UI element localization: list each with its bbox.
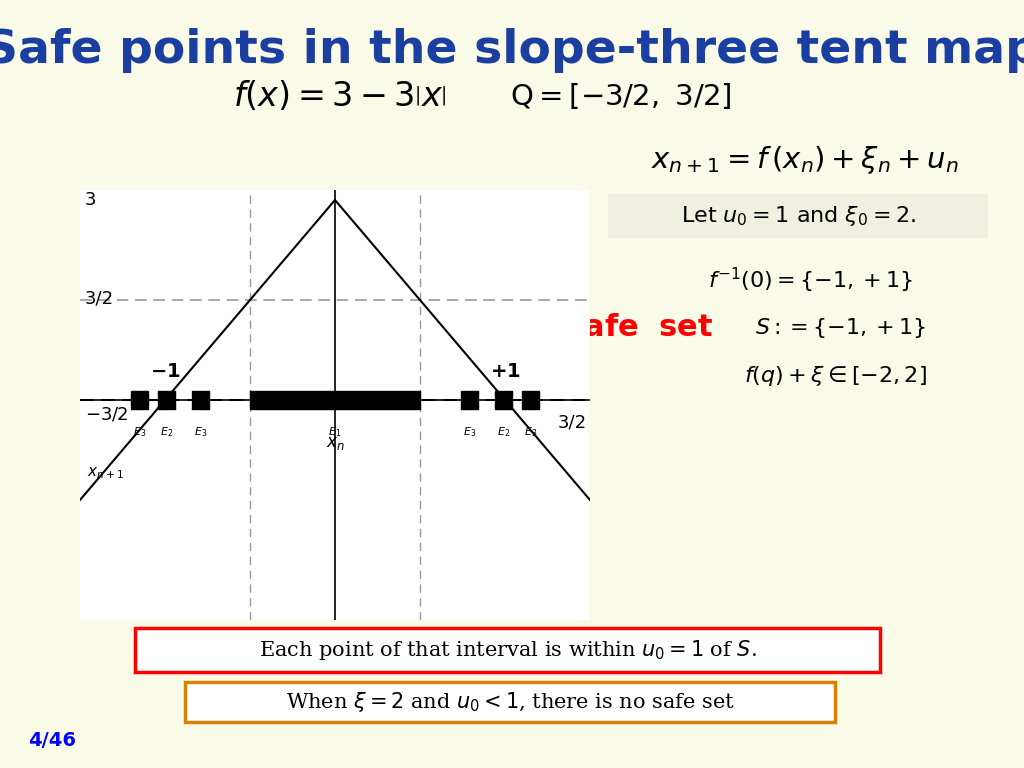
Text: Each point of that interval is within $u_0 = 1$ of $S$.: Each point of that interval is within $u…	[258, 638, 757, 662]
Text: $\mathbf{-1}$: $\mathbf{-1}$	[150, 362, 180, 382]
Text: $f^{-1}(0) = \{-1,+1\}$: $f^{-1}(0) = \{-1,+1\}$	[708, 266, 912, 295]
Text: $x_{n+1}=f\,(x_n)+\xi_n+u_n$: $x_{n+1}=f\,(x_n)+\xi_n+u_n$	[651, 144, 958, 176]
Bar	[185, 682, 835, 722]
Bar	[135, 628, 880, 672]
Text: $E_3$: $E_3$	[133, 425, 146, 439]
Text: 3/2: 3/2	[557, 413, 587, 432]
Text: $f(q) + \xi \in [-2,2]$: $f(q) + \xi \in [-2,2]$	[743, 364, 927, 388]
Text: $x_{n+1}$: $x_{n+1}$	[87, 465, 124, 482]
Text: $E_2$: $E_2$	[160, 425, 173, 439]
Text: $E_3$: $E_3$	[463, 425, 476, 439]
Text: $\mathbf{Safe\ \ set}$: $\mathbf{Safe\ \ set}$	[562, 313, 714, 343]
Text: 3: 3	[85, 191, 96, 209]
Text: $E_3$: $E_3$	[195, 425, 207, 439]
Text: When $\xi = 2$ and $u_0 < 1$, there is no safe set: When $\xi = 2$ and $u_0 < 1$, there is n…	[286, 690, 734, 714]
Text: 4/46: 4/46	[28, 731, 76, 750]
Text: Let $u_0 = 1$ and $\xi_0 = 2.$: Let $u_0 = 1$ and $\xi_0 = 2.$	[681, 204, 915, 228]
Text: Safe points in the slope-three tent map: Safe points in the slope-three tent map	[0, 28, 1024, 73]
Text: $f(x)=3-3\left|x\right|$: $f(x)=3-3\left|x\right|$	[233, 79, 446, 113]
Text: $-3/2$: $-3/2$	[85, 406, 129, 423]
Text: 3/2: 3/2	[85, 290, 115, 308]
Text: $x_n$: $x_n$	[326, 435, 344, 452]
Text: $\mathbf{+1}$: $\mathbf{+1}$	[489, 362, 520, 382]
Text: $S := \{-1,+1\}$: $S := \{-1,+1\}$	[755, 316, 926, 340]
Text: $\mathrm{Q}{=}[-3/2,\ 3/2]$: $\mathrm{Q}{=}[-3/2,\ 3/2]$	[510, 81, 731, 111]
FancyBboxPatch shape	[608, 194, 988, 238]
Text: $E_3$: $E_3$	[524, 425, 538, 439]
Text: $E_1$: $E_1$	[329, 425, 342, 439]
Text: $E_2$: $E_2$	[497, 425, 510, 439]
